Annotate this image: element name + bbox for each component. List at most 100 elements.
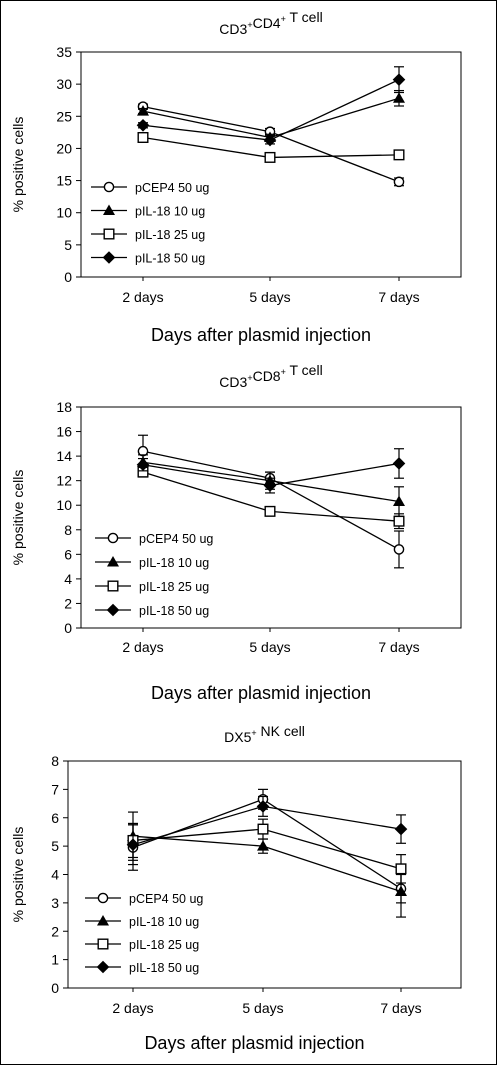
x-axis-label: Days after plasmid injection	[151, 325, 371, 345]
legend-marker-triangle	[107, 556, 119, 567]
y-axis-label: % positive cells	[10, 827, 26, 923]
legend-marker-circle	[103, 181, 115, 193]
title-part: T cell	[286, 362, 323, 378]
legend-marker-circle	[107, 532, 119, 544]
legend-marker-circle	[97, 892, 109, 904]
legend-marker-square	[107, 580, 119, 592]
data-point-diamond	[263, 479, 277, 492]
y-tick-label: 0	[64, 269, 72, 285]
data-point-diamond	[136, 458, 150, 472]
data-point-square	[137, 131, 149, 143]
y-tick-label: 4	[64, 571, 72, 587]
y-tick-label: 12	[56, 473, 72, 489]
data-point-triangle	[393, 495, 405, 507]
y-tick-label: 35	[56, 44, 72, 60]
x-tick-label: 5 days	[249, 639, 290, 655]
legend-label: pCEP4 50 ug	[129, 892, 203, 906]
title-superscript: +	[281, 14, 286, 24]
title-part: NK cell	[257, 723, 305, 739]
legend-label: pIL-18 10 ug	[135, 205, 205, 219]
data-point-diamond	[392, 73, 406, 86]
legend-label: pCEP4 50 ug	[135, 181, 209, 195]
chart-title: DX5+ NK cell	[224, 723, 305, 745]
legend-label: pCEP4 50 ug	[139, 532, 213, 546]
legend-label: pIL-18 10 ug	[129, 915, 199, 929]
y-tick-label: 14	[56, 448, 72, 464]
y-tick-label: 3	[51, 895, 59, 911]
title-part: DX5	[224, 729, 251, 745]
legend-marker-square	[103, 228, 115, 240]
legend-marker-diamond	[96, 960, 110, 974]
chart-title: CD3+CD8+ T cell	[219, 362, 322, 390]
series-line	[132, 798, 402, 890]
title-part: CD3	[219, 21, 247, 37]
x-tick-label: 7 days	[380, 1000, 421, 1016]
data-point-diamond	[392, 457, 406, 470]
legend-marker-diamond	[102, 251, 116, 264]
legend-marker-diamond	[106, 603, 120, 617]
data-point-triangle	[395, 885, 407, 897]
y-tick-label: 8	[64, 522, 72, 538]
title-part: CD4	[253, 15, 281, 31]
y-tick-label: 2	[51, 923, 59, 939]
data-point-circle	[393, 544, 405, 555]
y-tick-label: 6	[51, 810, 59, 826]
y-tick-label: 5	[51, 838, 59, 854]
title-superscript: +	[251, 728, 256, 738]
y-tick-label: 8	[51, 753, 59, 769]
title-superscript: +	[281, 367, 286, 377]
title-part: CD8	[253, 368, 281, 384]
y-tick-label: 5	[64, 237, 72, 253]
chart-panel: DX5+ NK cell 0 1 2 3 4 5 6 7 8 2 days 5 days 7 days D…	[10, 723, 462, 1053]
data-point-square	[257, 823, 269, 835]
title-part: CD3	[219, 374, 247, 390]
y-tick-label: 10	[56, 497, 72, 513]
chart-title: CD3+CD4+ T cell	[219, 9, 322, 37]
legend-marker-triangle	[97, 915, 109, 926]
x-tick-label: 2 days	[122, 639, 163, 655]
y-tick-label: 0	[51, 980, 59, 996]
x-axis-label: Days after plasmid injection	[151, 683, 371, 703]
y-tick-label: 25	[56, 108, 72, 124]
data-point-circle	[393, 176, 405, 188]
data-point-diamond	[126, 838, 140, 852]
x-tick-label: 7 days	[378, 289, 419, 305]
data-point-diamond	[263, 133, 277, 147]
y-axis-label: % positive cells	[10, 470, 26, 566]
y-tick-label: 20	[56, 140, 72, 156]
plot-area-border	[80, 406, 462, 629]
y-tick-label: 2	[64, 595, 72, 611]
y-axis-label: % positive cells	[10, 117, 26, 213]
title-part: T cell	[286, 9, 323, 25]
data-point-square	[264, 151, 276, 163]
data-point-square	[393, 149, 405, 161]
y-tick-label: 7	[51, 781, 59, 797]
legend-label: pIL-18 25 ug	[129, 938, 199, 952]
y-tick-label: 10	[56, 205, 72, 221]
y-tick-label: 4	[51, 867, 59, 883]
data-point-diamond	[136, 118, 150, 132]
y-tick-label: 15	[56, 173, 72, 189]
y-tick-label: 16	[56, 424, 72, 440]
data-point-square	[395, 863, 407, 875]
data-point-triangle	[393, 92, 405, 103]
title-superscript: +	[247, 20, 252, 30]
data-point-triangle	[137, 105, 149, 116]
plot-area-border	[80, 51, 462, 278]
legend-label: pIL-18 10 ug	[139, 556, 209, 570]
y-tick-label: 0	[64, 620, 72, 636]
data-point-diamond	[394, 822, 408, 836]
data-point-square	[393, 515, 405, 527]
data-point-diamond	[256, 800, 270, 813]
title-superscript: +	[247, 373, 252, 383]
x-tick-label: 7 days	[378, 639, 419, 655]
y-tick-label: 6	[64, 546, 72, 562]
x-axis-label: Days after plasmid injection	[144, 1033, 364, 1053]
legend-label: pIL-18 50 ug	[139, 604, 209, 618]
x-tick-label: 5 days	[249, 289, 290, 305]
legend-label: pIL-18 50 ug	[129, 961, 199, 975]
x-tick-label: 2 days	[112, 1000, 153, 1016]
